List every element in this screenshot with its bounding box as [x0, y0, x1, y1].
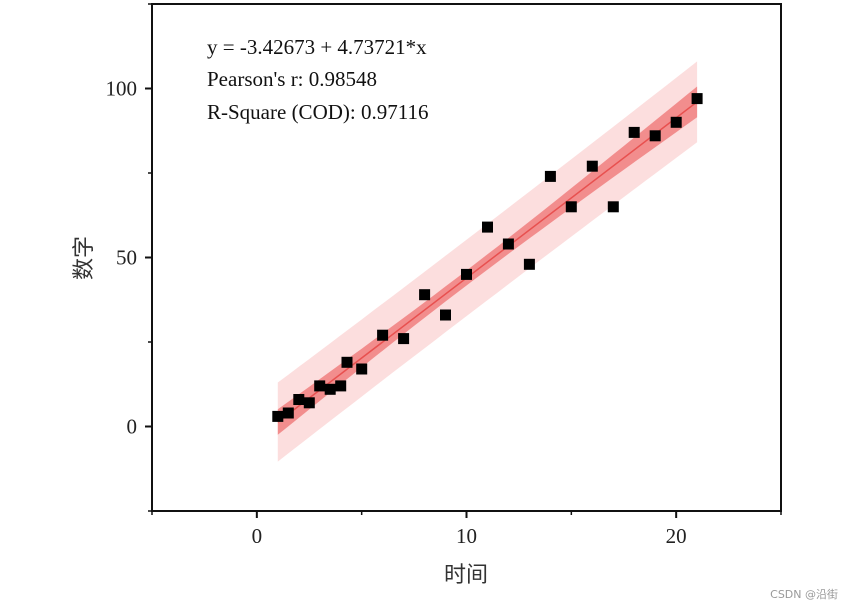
- r-square: R-Square (COD): 0.97116: [207, 100, 428, 124]
- data-point: [607, 201, 619, 213]
- axes: 0 10 20 0 50 100: [106, 3, 782, 548]
- confidence-band: [277, 86, 698, 435]
- data-point: [649, 130, 661, 142]
- data-point: [565, 201, 577, 213]
- x-tick-label: 0: [252, 524, 263, 548]
- fit-line: [277, 101, 698, 423]
- data-point: [356, 363, 368, 375]
- data-point: [398, 333, 410, 345]
- data-point: [523, 258, 535, 270]
- data-point: [377, 329, 389, 341]
- y-tick-label: 100: [106, 77, 138, 101]
- data-point: [419, 289, 431, 301]
- pearson-r: Pearson's r: 0.98548: [207, 67, 377, 91]
- data-point: [544, 170, 556, 182]
- data-point: [341, 356, 353, 368]
- data-point: [282, 407, 294, 419]
- data-point: [335, 380, 347, 392]
- data-point: [586, 160, 598, 172]
- x-tick-label: 10: [456, 524, 477, 548]
- data-point: [482, 221, 493, 233]
- x-axis-title: 时间: [444, 563, 488, 588]
- data-point: [293, 394, 305, 405]
- watermark: CSDN @沿街: [770, 587, 838, 601]
- data-point: [691, 93, 703, 105]
- x-tick-label: 20: [666, 524, 687, 548]
- data-point: [502, 238, 514, 250]
- data-point: [628, 126, 640, 138]
- data-point: [303, 397, 315, 409]
- data-point: [670, 116, 682, 128]
- plot-area: [272, 61, 703, 462]
- data-point: [440, 309, 451, 321]
- data-point: [272, 410, 284, 422]
- data-point: [461, 268, 472, 280]
- fit-equation: y = -3.42673 + 4.73721*x: [207, 35, 427, 59]
- y-tick-label: 0: [127, 415, 138, 439]
- data-point: [314, 380, 326, 392]
- y-tick-label: 50: [116, 246, 137, 270]
- y-axis-title: 数字: [72, 236, 97, 280]
- data-point: [324, 383, 336, 395]
